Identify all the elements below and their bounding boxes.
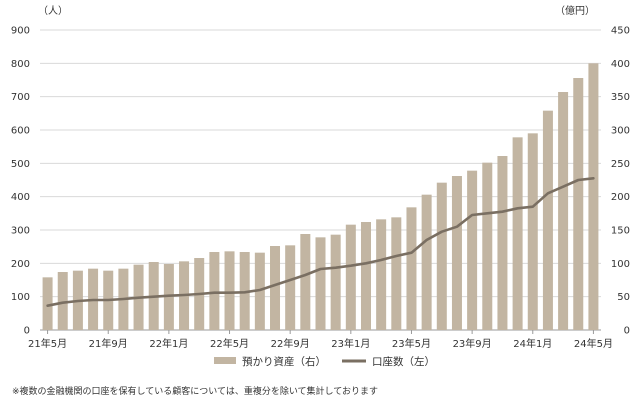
- x-tick-label: 23年5月: [392, 337, 431, 350]
- left-tick-label: 600: [11, 126, 30, 137]
- right-tick-label: 100: [611, 259, 630, 270]
- bar: [285, 245, 296, 330]
- bar: [527, 133, 538, 330]
- bar: [451, 176, 462, 330]
- x-tick-label: 24年5月: [574, 337, 613, 350]
- bar: [224, 251, 235, 330]
- left-tick-label: 500: [11, 159, 30, 170]
- bar: [360, 222, 371, 330]
- left-tick-label: 900: [11, 26, 30, 37]
- x-tick-label: 22年1月: [149, 337, 188, 350]
- bar: [573, 78, 584, 330]
- right-tick-label: 250: [611, 159, 630, 170]
- bar: [391, 217, 402, 330]
- right-tick-label: 0: [624, 326, 630, 337]
- left-tick-label: 100: [11, 292, 30, 303]
- bar: [57, 272, 68, 330]
- right-axis: 0 50 100 150 200 250 300 350 400 450: [611, 26, 630, 337]
- bar: [467, 170, 478, 330]
- x-axis: 21年5月 21年9月 22年1月 22年5月 22年9月 23年1月 23年5月 23年9月…: [28, 330, 613, 350]
- bar: [330, 234, 341, 330]
- right-tick-label: 450: [611, 26, 630, 37]
- bar: [315, 237, 326, 330]
- bar: [376, 219, 387, 330]
- bar: [512, 137, 523, 330]
- right-tick-label: 300: [611, 126, 630, 137]
- bar: [300, 234, 311, 330]
- right-tick-label: 150: [611, 226, 630, 237]
- x-tick-label: 23年9月: [453, 337, 492, 350]
- bar: [406, 207, 417, 330]
- bar: [345, 224, 356, 330]
- bar: [558, 92, 569, 330]
- bar: [209, 252, 220, 330]
- bar: [42, 277, 53, 330]
- right-tick-label: 350: [611, 92, 630, 103]
- x-tick-label: 23年1月: [331, 337, 370, 350]
- x-tick-label: 22年9月: [271, 337, 310, 350]
- legend: 預かり資産（右） 口座数（左）: [214, 355, 435, 368]
- left-tick-label: 300: [11, 226, 30, 237]
- right-axis-unit: （億円）: [555, 4, 595, 17]
- right-tick-label: 400: [611, 59, 630, 70]
- bar: [270, 246, 281, 330]
- x-tick-label: 24年1月: [513, 337, 552, 350]
- left-axis: 0 100 200 300 400 500 600 700 800 900: [11, 26, 30, 337]
- left-tick-label: 400: [11, 192, 30, 203]
- legend-label-assets: 預かり資産（右）: [242, 355, 326, 368]
- left-tick-label: 800: [11, 59, 30, 70]
- left-tick-label: 700: [11, 92, 30, 103]
- bar: [436, 182, 447, 330]
- left-tick-label: 200: [11, 259, 30, 270]
- x-tick-label: 22年5月: [210, 337, 249, 350]
- line-series-accounts: [46, 177, 595, 308]
- legend-label-accounts: 口座数（左）: [372, 355, 435, 368]
- x-tick-label: 21年9月: [89, 337, 128, 350]
- right-tick-label: 50: [617, 292, 630, 303]
- bar: [421, 194, 432, 330]
- right-tick-label: 200: [611, 192, 630, 203]
- bar: [482, 162, 493, 330]
- footnote: ※複数の金融機関の口座を保有している顧客については、重複分を除いて集計しておりま…: [12, 387, 379, 397]
- bar: [542, 110, 553, 331]
- bar: [254, 252, 265, 330]
- bar: [588, 63, 599, 330]
- bar: [497, 156, 508, 330]
- left-tick-label: 0: [24, 326, 30, 337]
- grid: [40, 29, 601, 331]
- x-tick-label: 21年5月: [28, 337, 67, 350]
- legend-swatch-assets: [214, 357, 236, 364]
- left-axis-unit: （人）: [38, 5, 68, 17]
- accounts-line: [46, 177, 595, 308]
